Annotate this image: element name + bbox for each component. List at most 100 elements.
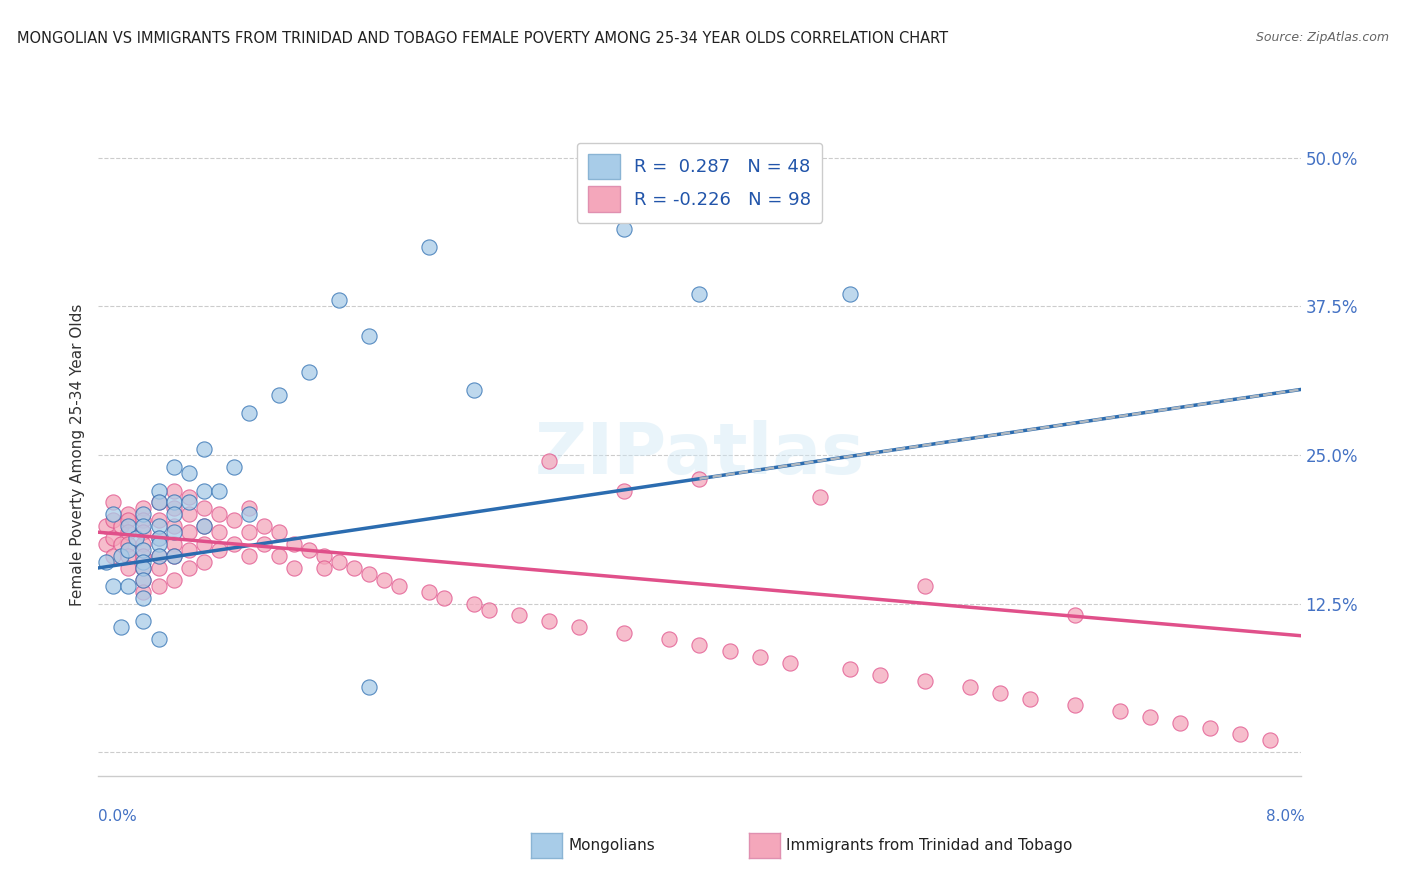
Point (148, 537, 170, 551)
Point (1064, 698, 1087, 712)
Point (613, 222, 636, 236)
Point (110, 620, 132, 634)
Point (132, 508, 155, 522)
Point (103, 495, 125, 509)
Point (222, 537, 245, 551)
Point (177, 495, 200, 509)
Point (162, 549, 184, 563)
Point (718, 644, 741, 658)
Point (222, 513, 245, 527)
Point (298, 543, 321, 558)
Point (658, 632, 681, 647)
Point (988, 686, 1011, 700)
Point (132, 584, 155, 599)
Text: Source: ZipAtlas.com: Source: ZipAtlas.com (1256, 31, 1389, 45)
Point (748, 650, 770, 665)
Point (148, 531, 170, 545)
Point (162, 519, 184, 533)
Point (208, 483, 231, 498)
Point (208, 543, 231, 558)
Point (132, 555, 155, 569)
Point (162, 483, 184, 498)
Text: Mongolians: Mongolians (568, 838, 655, 853)
Point (103, 549, 125, 563)
Point (388, 579, 411, 593)
Point (418, 584, 440, 599)
Point (148, 513, 170, 527)
Point (357, 680, 380, 694)
Point (688, 287, 710, 301)
Point (177, 466, 200, 480)
Point (193, 442, 215, 456)
Point (132, 525, 155, 540)
Point (148, 561, 170, 575)
Point (238, 508, 260, 522)
Point (613, 483, 636, 498)
Point (177, 508, 200, 522)
Point (779, 656, 801, 670)
Point (132, 561, 155, 575)
Point (193, 555, 215, 569)
Point (463, 383, 485, 397)
Point (117, 543, 139, 558)
Point (267, 388, 290, 402)
Point (177, 525, 200, 540)
Point (328, 555, 350, 569)
Point (132, 573, 155, 587)
Point (238, 406, 260, 420)
Point (132, 615, 155, 629)
Point (132, 519, 155, 533)
Point (373, 573, 395, 587)
Point (418, 240, 440, 254)
Point (343, 561, 366, 575)
Point (508, 608, 530, 623)
Point (132, 543, 155, 558)
Text: 0.0%: 0.0% (98, 809, 138, 823)
Point (117, 537, 139, 551)
Point (132, 591, 155, 605)
Point (1064, 608, 1087, 623)
Point (177, 561, 200, 575)
Point (110, 537, 132, 551)
Point (914, 579, 936, 593)
Point (117, 513, 139, 527)
Point (110, 549, 132, 563)
Point (177, 490, 200, 504)
Point (357, 329, 380, 343)
Point (132, 573, 155, 587)
Point (103, 508, 125, 522)
Point (208, 508, 231, 522)
Point (283, 561, 305, 575)
Point (238, 525, 260, 540)
Point (132, 501, 155, 516)
Point (463, 597, 485, 611)
Point (162, 525, 184, 540)
Point (312, 549, 335, 563)
Point (162, 508, 184, 522)
Point (193, 519, 215, 533)
Point (162, 549, 184, 563)
Point (808, 490, 831, 504)
Point (132, 549, 155, 563)
Point (117, 549, 139, 563)
Text: Immigrants from Trinidad and Tobago: Immigrants from Trinidad and Tobago (786, 838, 1073, 853)
Point (568, 620, 591, 634)
Point (132, 537, 155, 551)
Point (538, 454, 561, 468)
Point (869, 668, 891, 682)
Point (838, 287, 860, 301)
Point (688, 472, 710, 486)
Point (193, 483, 215, 498)
Point (478, 602, 501, 616)
Point (1019, 691, 1042, 706)
Point (162, 573, 184, 587)
Point (1168, 715, 1191, 730)
Point (298, 365, 321, 379)
Y-axis label: Female Poverty Among 25-34 Year Olds: Female Poverty Among 25-34 Year Olds (69, 304, 84, 606)
Point (148, 495, 170, 509)
Legend: R =  0.287   N = 48, R = -0.226   N = 98: R = 0.287 N = 48, R = -0.226 N = 98 (576, 143, 823, 223)
Point (117, 525, 139, 540)
Point (283, 537, 305, 551)
Point (222, 459, 245, 474)
Point (914, 673, 936, 688)
